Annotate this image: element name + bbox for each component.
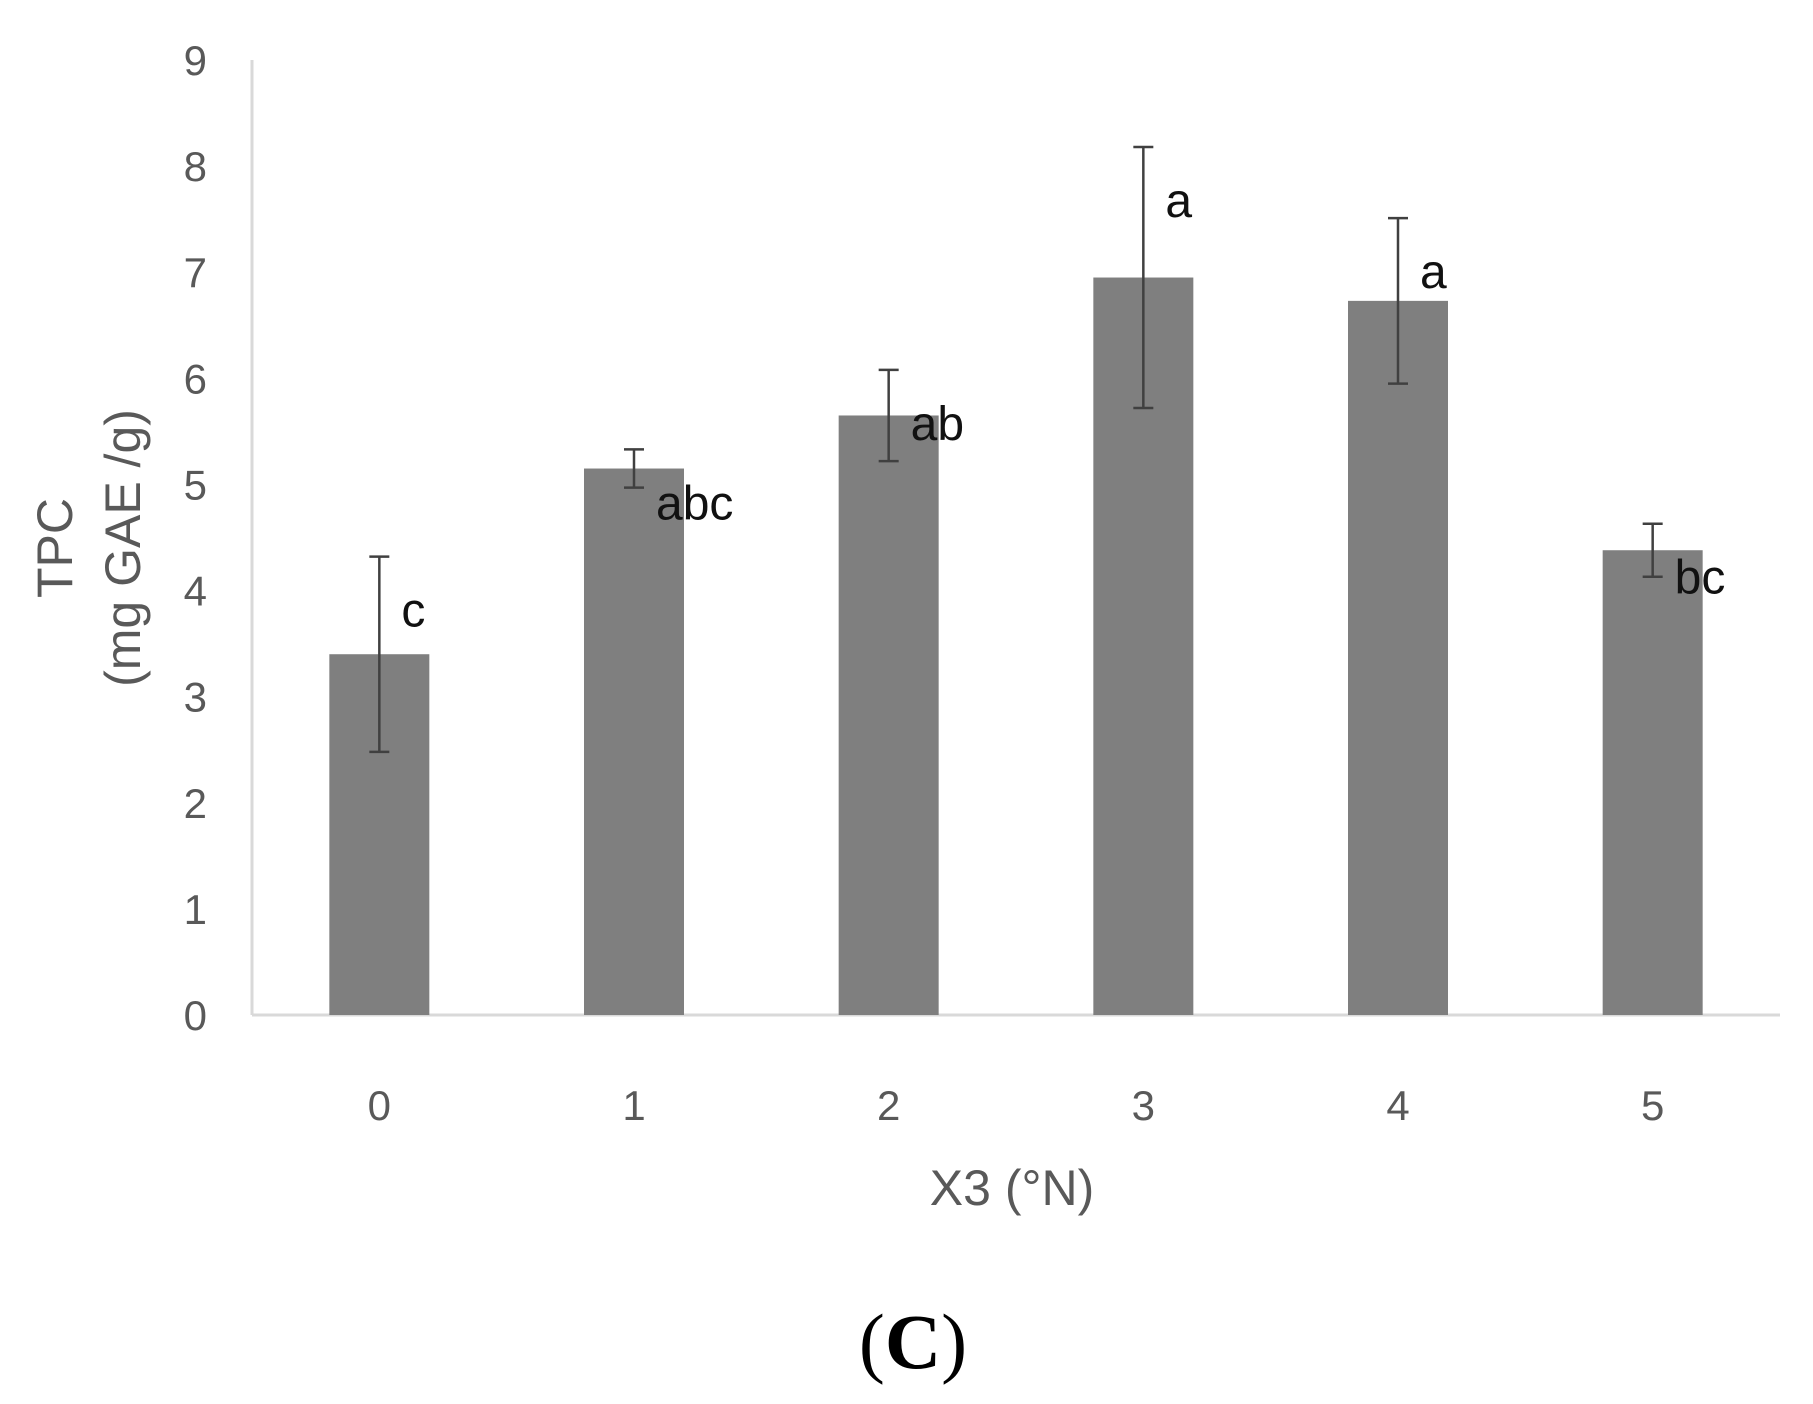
x-tick-label: 3	[1132, 1082, 1155, 1129]
significance-label: abc	[656, 477, 733, 530]
panel-label-open: (	[859, 1298, 885, 1385]
x-tick-label: 5	[1641, 1082, 1664, 1129]
y-tick-label: 1	[184, 886, 207, 933]
significance-label: a	[1165, 175, 1192, 228]
x-tick-label: 4	[1386, 1082, 1409, 1129]
bar	[838, 415, 939, 1015]
bar	[1348, 300, 1448, 1016]
y-tick-label: 7	[184, 249, 207, 296]
y-tick-label: 2	[184, 780, 207, 827]
x-tick-label: 2	[877, 1082, 900, 1129]
x-tick-label: 1	[622, 1082, 645, 1129]
panel-label-close: )	[941, 1298, 967, 1385]
y-tick-label: 0	[184, 992, 207, 1039]
y-axis-title-line2: (mg GAE /g)	[95, 409, 151, 687]
panel-label-letter: C	[885, 1298, 941, 1385]
y-tick-label: 6	[184, 355, 207, 402]
x-tick-label: 0	[368, 1082, 391, 1129]
significance-label: bc	[1675, 552, 1726, 605]
y-tick-label: 9	[184, 37, 207, 84]
y-tick-label: 4	[184, 568, 207, 615]
bar	[584, 468, 684, 1015]
y-axis-ticks: 0 1 2 3 4 5 6 7 8 9	[184, 37, 207, 1039]
significance-label: c	[401, 585, 425, 638]
panel-label: (C)	[859, 1298, 967, 1385]
significance-label: a	[1420, 246, 1447, 299]
y-tick-label: 3	[184, 674, 207, 721]
significance-label: ab	[911, 398, 964, 451]
y-axis-title-line1: TPC	[27, 498, 83, 598]
y-tick-label: 5	[184, 461, 207, 508]
y-tick-label: 8	[184, 143, 207, 190]
x-axis-ticks: 0 1 2 3 4 5	[368, 1082, 1665, 1129]
bar	[1602, 550, 1703, 1015]
x-axis-title: X3 (°N)	[930, 1160, 1094, 1216]
